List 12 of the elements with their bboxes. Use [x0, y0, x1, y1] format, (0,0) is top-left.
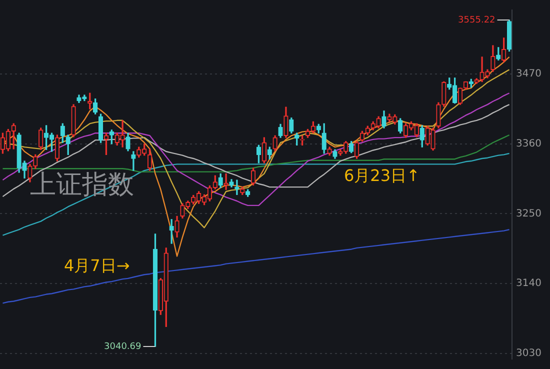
- annotation: 3555.22: [458, 15, 496, 26]
- annotation: 3040.69: [104, 342, 142, 352]
- y-tick-label: 3140: [516, 278, 542, 290]
- candlestick: [169, 219, 174, 244]
- annotation: 4月7日→: [64, 256, 130, 275]
- y-tick-label: 3030: [516, 348, 542, 359]
- y-tick-label: 3250: [516, 208, 542, 220]
- annotation: 6月23日↑: [344, 166, 420, 185]
- y-tick-label: 3360: [516, 138, 542, 150]
- y-tick-label: 3470: [516, 68, 542, 80]
- candlestick: [131, 151, 136, 171]
- candlestick: [234, 180, 240, 195]
